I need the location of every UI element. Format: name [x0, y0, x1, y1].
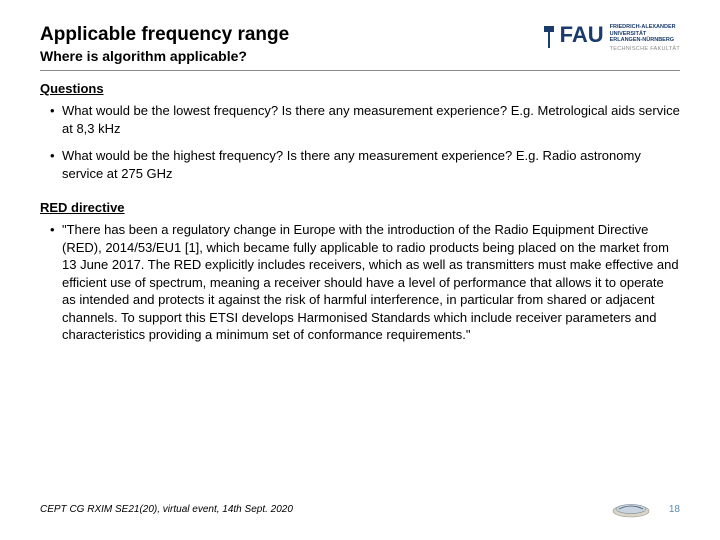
logo-text-main: FAU [560, 24, 604, 46]
slide-subtitle: Where is algorithm applicable? [40, 48, 542, 64]
red-list: "There has been a regulatory change in E… [40, 221, 680, 344]
red-heading: RED directive [40, 200, 680, 215]
logo-line1: FRIEDRICH-ALEXANDER [610, 24, 680, 31]
red-section: RED directive "There has been a regulato… [40, 200, 680, 344]
logo-line3: ERLANGEN-NÜRNBERG [610, 37, 680, 44]
page-number: 18 [669, 504, 680, 515]
logo-mark-icon [542, 24, 556, 50]
questions-list: What would be the lowest frequency? Is t… [40, 102, 680, 182]
footer-logo-icon [611, 500, 651, 518]
slide-footer: CEPT CG RXIM SE21(20), virtual event, 14… [40, 500, 680, 518]
list-item: What would be the lowest frequency? Is t… [40, 102, 680, 137]
title-block: Applicable frequency range Where is algo… [40, 24, 542, 64]
header-divider [40, 70, 680, 71]
footer-text: CEPT CG RXIM SE21(20), virtual event, 14… [40, 504, 293, 515]
list-item: "There has been a regulatory change in E… [40, 221, 680, 344]
slide-title: Applicable frequency range [40, 24, 542, 46]
questions-section: Questions What would be the lowest frequ… [40, 81, 680, 182]
logo-faculty: TECHNISCHE FAKULTÄT [610, 46, 680, 52]
fau-logo: FAU FRIEDRICH-ALEXANDER UNIVERSITÄT ERLA… [542, 24, 680, 52]
list-item: What would be the highest frequency? Is … [40, 147, 680, 182]
slide-header: Applicable frequency range Where is algo… [40, 24, 680, 70]
questions-heading: Questions [40, 81, 680, 96]
